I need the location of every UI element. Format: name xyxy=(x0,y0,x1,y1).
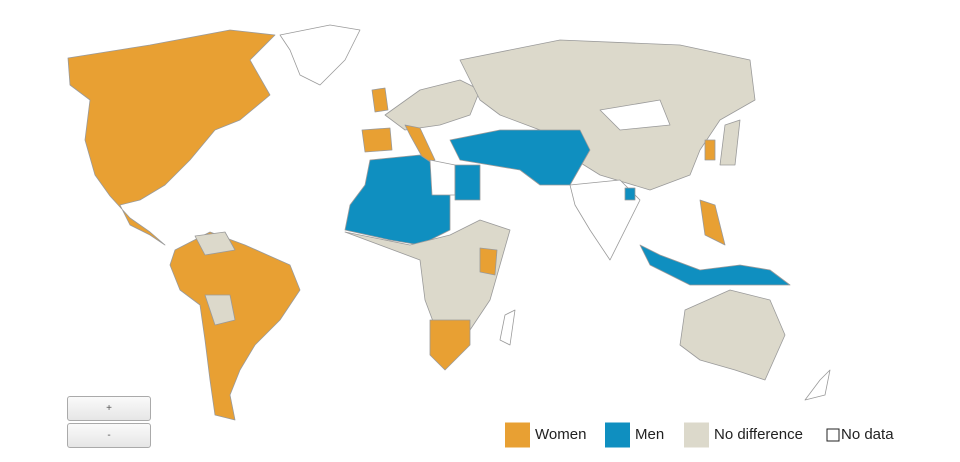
legend-label: Women xyxy=(535,426,586,443)
new-zealand xyxy=(804,369,831,401)
europe xyxy=(384,79,481,131)
japan xyxy=(719,119,741,166)
south-america xyxy=(169,231,301,421)
legend-label: Men xyxy=(635,426,664,443)
zoom-in-button[interactable]: + xyxy=(67,396,151,421)
legend-swatch xyxy=(605,422,630,448)
madagascar xyxy=(499,309,516,346)
indonesia xyxy=(639,244,791,286)
venezuela xyxy=(194,231,236,256)
zoom-out-button[interactable]: - xyxy=(67,423,151,448)
south-africa xyxy=(429,319,471,371)
egypt xyxy=(454,164,481,201)
uk xyxy=(371,87,389,113)
bangladesh xyxy=(624,187,636,201)
kenya xyxy=(479,247,498,276)
india xyxy=(569,179,641,261)
legend-label: No difference xyxy=(714,426,803,443)
korea xyxy=(704,139,716,161)
bolivia xyxy=(204,294,236,326)
legend-label: No data xyxy=(841,426,894,443)
spain xyxy=(361,127,393,153)
greenland xyxy=(279,24,361,86)
legend: Women Men No difference No data xyxy=(505,422,894,448)
middle-east xyxy=(449,129,591,186)
mongolia xyxy=(599,99,671,131)
philippines xyxy=(699,199,726,246)
legend-swatch xyxy=(505,422,530,448)
countries xyxy=(67,24,831,421)
legend-swatch xyxy=(684,422,709,448)
australia xyxy=(679,289,786,381)
legend-swatch xyxy=(826,428,840,442)
sub-saharan-africa xyxy=(344,219,511,346)
north-america xyxy=(67,29,276,246)
libya xyxy=(429,159,456,196)
